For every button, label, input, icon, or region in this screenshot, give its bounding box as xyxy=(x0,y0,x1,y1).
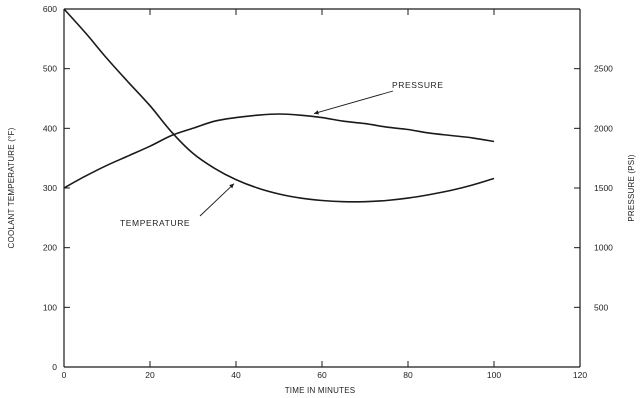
y-right-tick-label: 500 xyxy=(594,302,608,312)
y-left-tick-label: 600 xyxy=(43,4,57,14)
annotation-temperature: TEMPERATURE xyxy=(120,218,190,228)
y-right-tick-label: 1500 xyxy=(594,183,613,193)
x-tick-label: 20 xyxy=(145,370,155,380)
y-right-tick-label: 1000 xyxy=(594,243,613,253)
annotation-leader-pressure xyxy=(313,90,394,115)
x-tick-label: 40 xyxy=(231,370,241,380)
y-left-tick-label: 500 xyxy=(43,64,57,74)
y-right-axis-title: PRESSURE (PSI) xyxy=(627,154,636,221)
y-left-tick-label: 100 xyxy=(43,302,57,312)
x-axis-title: TIME IN MINUTES xyxy=(285,386,356,395)
y-right-tick-label: 2500 xyxy=(594,64,613,74)
x-tick-label: 60 xyxy=(317,370,327,380)
series-layer xyxy=(63,8,495,203)
y-left-tick-label: 400 xyxy=(43,123,57,133)
y-left-tick-label: 0 xyxy=(52,362,57,372)
series-line-pressure xyxy=(63,113,495,189)
x-tick-label: 80 xyxy=(403,370,413,380)
annotation-arrowhead-pressure xyxy=(314,110,319,115)
annotation-leader-temperature xyxy=(199,183,235,217)
x-tick-label: 100 xyxy=(487,370,501,380)
y-left-tick-label: 300 xyxy=(43,183,57,193)
annotation-arrowhead-temperature xyxy=(229,183,234,189)
x-tick-label: 0 xyxy=(62,370,67,380)
annotation-pressure: PRESSURE xyxy=(392,80,444,90)
y-right-tick-label: 2000 xyxy=(594,123,613,133)
y-left-axis-title: COOLANT TEMPERATURE (°F) xyxy=(7,127,16,248)
axes xyxy=(63,8,581,368)
x-tick-label: 120 xyxy=(573,370,587,380)
series-line-temperature xyxy=(63,8,495,203)
y-left-tick-label: 200 xyxy=(43,243,57,253)
ticks: 0 20 40 60 80 100 120 0 100 200 300 400 500 600 500 100… xyxy=(43,4,613,380)
annotations: PRESSURE TEMPERATURE xyxy=(120,80,444,228)
